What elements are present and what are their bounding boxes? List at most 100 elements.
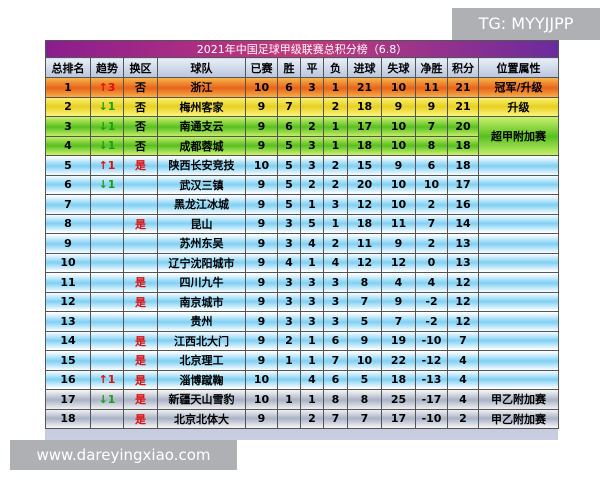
cell: 5: [277, 135, 301, 156]
cell: 12: [447, 311, 479, 332]
cell: 淄博蹴鞠: [157, 369, 246, 390]
cell: 3: [323, 311, 348, 332]
cell: 10: [347, 350, 382, 371]
column-header: 进球: [347, 57, 382, 78]
cell: 4: [381, 272, 416, 293]
cell: 江西北大门: [157, 330, 246, 351]
cell: [477, 272, 560, 293]
cell: [477, 194, 560, 215]
cell: 否: [123, 96, 158, 117]
cell: 14: [447, 213, 479, 234]
cell: [90, 330, 124, 351]
table-row: 15 是北京理工 9 1 1 7 10 22 -12 4: [45, 350, 560, 371]
cell: 10: [245, 77, 278, 98]
cell: 昆山: [157, 213, 246, 234]
cell: 1: [323, 135, 348, 156]
cell: 20: [447, 116, 479, 137]
table-row: 10 辽宁沈阳城市 9 4 1 4 12 12 0 13: [45, 252, 560, 273]
cell: 5: [45, 155, 91, 176]
cell: 9: [245, 194, 278, 215]
cell: 2: [277, 330, 301, 351]
cell: 2: [323, 174, 348, 195]
cell: [277, 408, 301, 429]
cell: 10: [245, 389, 278, 410]
column-header: 失球: [381, 57, 416, 78]
cell: 苏州东吴: [157, 233, 246, 254]
cell: 3: [300, 155, 324, 176]
cell: 四川九牛: [157, 272, 246, 293]
cell: 是: [123, 350, 158, 371]
cell: 3: [323, 194, 348, 215]
cell: 4: [447, 389, 479, 410]
cell: 4: [277, 252, 301, 273]
cell: 甲乙附加赛: [477, 389, 560, 410]
cell: 11: [381, 213, 416, 234]
cell: [300, 96, 324, 117]
cell: 超甲附加赛: [477, 116, 560, 156]
cell: 甲乙附加赛: [477, 408, 560, 429]
cell: 新疆天山雪豹: [157, 389, 246, 410]
cell: 3: [277, 272, 301, 293]
cell: 8: [45, 213, 91, 234]
cell: [90, 408, 124, 429]
cell: [477, 350, 560, 371]
cell: [477, 174, 560, 195]
cell: 陕西长安竞技: [157, 155, 246, 176]
header-row: 总排名 趋势 换区 球队 已赛胜平负进球 失球 净胜 积分 位置属性: [45, 57, 560, 78]
cell: ↓1: [90, 174, 124, 195]
cell: 1: [300, 389, 324, 410]
table-row: 14 是江西北大门 9 2 1 6 9 19 -10 7: [45, 330, 560, 351]
table-row: 16 ↑1 是淄博蹴鞠 10 4 6 5 18 -13 4: [45, 369, 560, 390]
cell: 11: [415, 77, 448, 98]
cell: 9: [381, 155, 416, 176]
cell: 1: [277, 350, 301, 371]
watermark: www.dareyingxiao.com: [10, 440, 237, 470]
cell: 9: [381, 233, 416, 254]
cell: 3: [300, 311, 324, 332]
cell: [477, 213, 560, 234]
cell: 1: [323, 77, 348, 98]
cell: 1: [323, 213, 348, 234]
cell: -2: [415, 291, 448, 312]
cell: 5: [347, 311, 382, 332]
cell: 9: [245, 311, 278, 332]
cell: 6: [277, 77, 301, 98]
cell: 22: [381, 350, 416, 371]
cell: -10: [415, 330, 448, 351]
column-header: 球队: [157, 57, 246, 78]
cell: [90, 272, 124, 293]
cell: 9: [245, 272, 278, 293]
cell: 南通支云: [157, 116, 246, 137]
column-header: 换区: [123, 57, 158, 78]
cell: [123, 252, 158, 273]
cell: 21: [447, 96, 479, 117]
cell: 4: [447, 369, 479, 390]
cell: 10: [415, 174, 448, 195]
table-panel: 2021年中国足球甲级联赛总积分榜（6.8） 总排名 趋势 换区 球队 已赛胜平负进球失…: [44, 40, 560, 440]
cell: 升级: [477, 96, 560, 117]
cell: 10: [245, 369, 278, 390]
cell: 9: [245, 350, 278, 371]
table-row: 4 ↓1 否成都蓉城 9 5 3 1 18 10 8 18: [45, 135, 559, 156]
cell: 3: [300, 135, 324, 156]
cell: 是: [123, 155, 158, 176]
cell: [123, 194, 158, 215]
column-header: 总排名: [45, 57, 91, 78]
cell: [90, 252, 124, 273]
cell: 17: [447, 174, 479, 195]
cell: 18: [347, 96, 382, 117]
cell: 13: [447, 252, 479, 273]
cell: 3: [323, 272, 348, 293]
cell: 8: [415, 135, 448, 156]
cell: 0: [415, 252, 448, 273]
cell: 3: [323, 291, 348, 312]
table-row: 2 ↓1 否梅州客家 9 7 2 18 9 9 21 升级: [45, 96, 560, 117]
cell: 3: [277, 291, 301, 312]
cell: ↑1: [90, 155, 124, 176]
cell: 2: [300, 116, 324, 137]
cell: 9: [381, 291, 416, 312]
cell: 冠军/升级: [477, 77, 560, 98]
cell: 1: [45, 77, 91, 98]
cell: 7: [447, 330, 479, 351]
